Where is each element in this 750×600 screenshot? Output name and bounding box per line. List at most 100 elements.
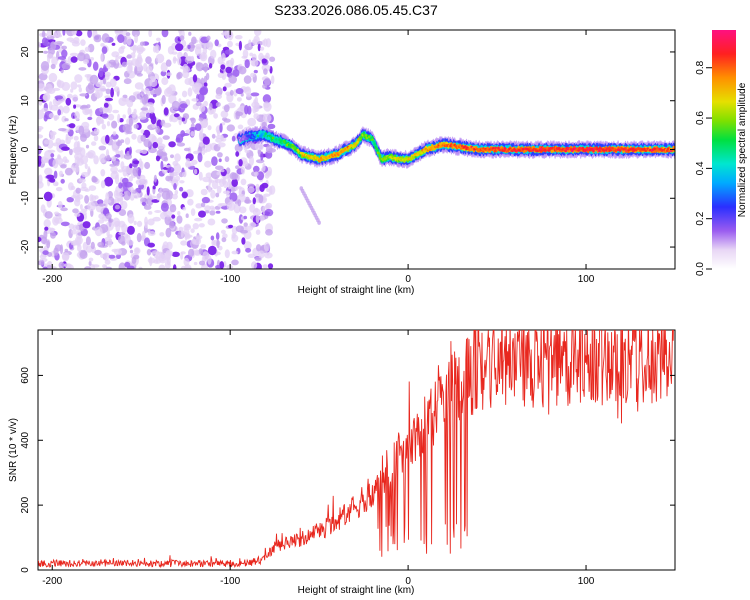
noise-blob [71, 41, 80, 47]
noise-blob [204, 149, 208, 153]
noise-blob [98, 67, 104, 78]
noise-blob [229, 89, 234, 96]
noise-blob [49, 177, 56, 183]
spectrogram-x-tick-label: 100 [578, 274, 595, 285]
noise-blob [198, 210, 206, 218]
noise-blob [133, 192, 141, 199]
noise-blob [110, 87, 114, 98]
noise-blob [63, 263, 72, 268]
noise-blob [165, 227, 172, 238]
noise-blob [145, 102, 155, 107]
noise-blob [211, 133, 216, 139]
noise-blob [201, 118, 209, 128]
noise-blob [54, 244, 62, 252]
noise-blob [228, 75, 237, 84]
noise-blob [226, 201, 236, 211]
noise-blob [105, 266, 112, 269]
noise-blob [245, 247, 252, 253]
noise-blob [95, 81, 103, 88]
trace-point [284, 141, 288, 145]
noise-blob [127, 213, 135, 224]
noise-blob [52, 181, 59, 187]
noise-blob [269, 185, 276, 195]
noise-blob [235, 225, 244, 233]
noise-blob [258, 194, 264, 204]
noise-blob [156, 143, 166, 150]
noise-blob [104, 176, 114, 187]
spectrogram-x-tick-label: 0 [405, 274, 411, 285]
noise-blob [153, 259, 162, 264]
trace-point [245, 137, 248, 140]
noise-blob [82, 107, 91, 116]
noise-blob [198, 248, 204, 255]
noise-blob [48, 72, 58, 83]
noise-blob [226, 60, 230, 65]
noise-blob [113, 248, 122, 256]
trace-point [364, 134, 368, 137]
noise-blob [156, 37, 161, 42]
noise-blob [225, 66, 233, 74]
noise-blob [162, 135, 170, 140]
noise-blob [109, 78, 117, 88]
trace-point [598, 149, 602, 153]
noise-blob [58, 261, 65, 269]
noise-blob [188, 42, 195, 52]
signal-trace [237, 125, 675, 169]
noise-blob [187, 87, 193, 97]
noise-blob [264, 77, 271, 86]
noise-blob [179, 186, 184, 192]
noise-blob [220, 64, 226, 70]
noise-blob [82, 125, 90, 133]
noise-blob [61, 81, 71, 91]
noise-blob [162, 122, 172, 128]
noise-blob [144, 88, 150, 94]
snr-x-tick-label: -200 [42, 576, 62, 587]
noise-blob [242, 160, 249, 167]
noise-blob [111, 120, 118, 129]
noise-blob [184, 223, 191, 229]
noise-blob [189, 126, 197, 131]
trace-point [564, 149, 567, 153]
noise-blob [183, 147, 191, 152]
noise-blob [216, 129, 220, 137]
noise-blob [131, 256, 137, 264]
trace-point [258, 132, 261, 136]
noise-blob [100, 253, 105, 258]
trace-point [264, 132, 268, 135]
snr-y-tick-label: 600 [20, 367, 31, 384]
noise-blob [54, 217, 63, 224]
noise-blob [91, 141, 97, 146]
noise-blob [180, 230, 184, 238]
noise-blob [70, 241, 80, 246]
noise-blob [64, 159, 70, 164]
noise-blob [73, 164, 80, 173]
noise-blob [181, 90, 188, 98]
noise-blob [171, 100, 180, 111]
noise-blob [155, 125, 160, 134]
noise-blob [207, 218, 216, 226]
noise-blob [140, 107, 149, 111]
noise-blob [223, 118, 231, 123]
noise-blob [165, 175, 171, 182]
noise-blob [215, 93, 222, 100]
noise-blob [128, 117, 133, 127]
trace-point [608, 149, 611, 152]
colorbar-label: Normalized spectral amplitude [737, 82, 748, 217]
noise-blob [98, 145, 107, 151]
trace-point [345, 147, 349, 151]
noise-blob [208, 42, 214, 48]
noise-blob [141, 149, 148, 154]
trace-point [275, 138, 278, 141]
trace-point [321, 158, 324, 161]
noise-blob [68, 223, 75, 230]
noise-blob [114, 174, 120, 185]
noise-blob [50, 41, 57, 51]
noise-blob [54, 95, 64, 100]
noise-blob [180, 251, 186, 255]
noise-blob [61, 45, 67, 50]
trace-point [464, 145, 467, 148]
noise-blob [53, 170, 58, 179]
trace-point [655, 149, 658, 152]
noise-blob [198, 117, 204, 122]
noise-blob [254, 207, 259, 213]
